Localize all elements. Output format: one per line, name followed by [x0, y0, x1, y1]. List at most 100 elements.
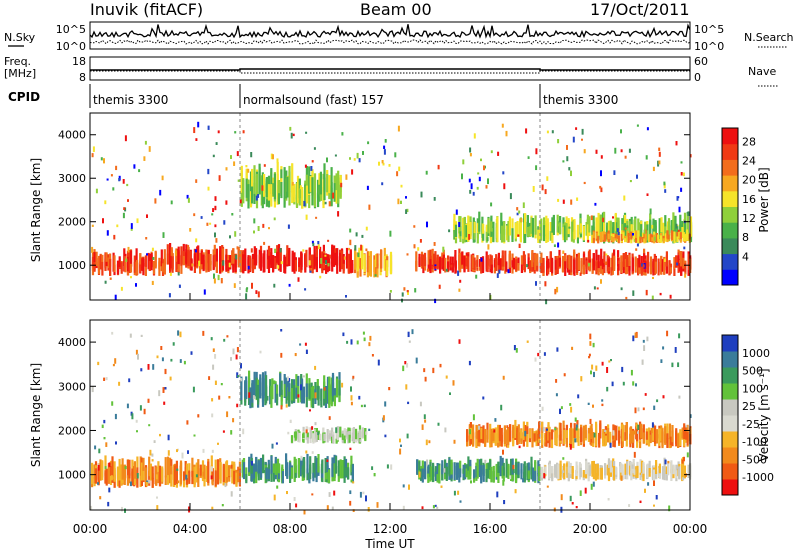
heatmap-cell [575, 424, 578, 428]
heatmap-cell [598, 432, 601, 448]
heatmap-cell [538, 421, 541, 439]
heatmap-cell [514, 419, 517, 438]
heatmap-cell [537, 229, 540, 243]
heatmap-cell [677, 229, 680, 232]
heatmap-cell [564, 254, 567, 268]
heatmap-cell [445, 268, 448, 272]
heatmap-cell [280, 352, 283, 358]
heatmap-cell [570, 255, 573, 273]
heatmap-cell [332, 434, 335, 443]
heatmap-cell [231, 466, 234, 484]
heatmap-cell [475, 438, 478, 448]
heatmap-cell [634, 407, 637, 414]
heatmap-cell [450, 459, 453, 475]
heatmap-cell [482, 223, 485, 234]
heatmap-cell [657, 234, 660, 239]
heatmap-cell [172, 342, 175, 346]
heatmap-cell [675, 432, 678, 444]
heatmap-cell [559, 422, 562, 441]
heatmap-cell [363, 404, 366, 408]
heatmap-cell [103, 419, 106, 424]
heatmap-cell [666, 330, 669, 337]
heatmap-cell [607, 458, 611, 474]
heatmap-cell [480, 257, 483, 262]
heatmap-cell [274, 463, 277, 473]
heatmap-cell [497, 424, 500, 443]
heatmap-cell [280, 405, 283, 410]
heatmap-cell [562, 160, 565, 163]
heatmap-cell [458, 222, 461, 228]
heatmap-cell [359, 439, 362, 443]
heatmap-cell [642, 424, 645, 440]
heatmap-cell [648, 468, 651, 477]
heatmap-cell [247, 168, 250, 173]
heatmap-cell [467, 470, 470, 480]
heatmap-cell [364, 431, 367, 442]
heatmap-cell [633, 451, 636, 458]
heatmap-cell [271, 443, 274, 449]
heatmap-cell [212, 364, 215, 370]
heatmap-cell [544, 189, 547, 195]
heatmap-cell [133, 164, 136, 169]
heatmap-cell [406, 290, 409, 293]
heatmap-cell [320, 390, 323, 408]
heatmap-cell [116, 224, 119, 228]
heatmap-cell [547, 258, 550, 269]
heatmap-cell [571, 346, 574, 350]
heatmap-cell [180, 246, 183, 266]
heatmap-cell [195, 138, 198, 141]
heatmap-cell [247, 184, 250, 209]
heatmap-cell [425, 439, 428, 446]
heatmap-cell [352, 433, 355, 443]
heatmap-cell [288, 251, 291, 267]
heatmap-cell [304, 164, 307, 168]
heatmap-cell [668, 260, 671, 276]
heatmap-cell [444, 257, 447, 273]
heatmap-cell [111, 456, 114, 477]
heatmap-cell [445, 467, 448, 479]
heatmap-cell [253, 464, 256, 479]
heatmap-cell [249, 255, 252, 272]
heatmap-cell [330, 182, 333, 207]
heatmap-cell [420, 468, 423, 480]
heatmap-cell [641, 237, 645, 243]
heatmap-cell [308, 383, 311, 399]
heatmap-cell [526, 434, 529, 447]
heatmap-cell [207, 253, 210, 272]
heatmap-cell [402, 505, 405, 511]
heatmap-cell [267, 245, 271, 264]
heatmap-cell [658, 218, 661, 240]
heatmap-cell [319, 171, 322, 195]
heatmap-cell [498, 438, 501, 447]
heatmap-cell [568, 254, 571, 270]
heatmap-cell [239, 199, 242, 204]
y-tick-label: 2000 [58, 424, 86, 437]
heatmap-cell [154, 198, 157, 204]
heatmap-cell [497, 474, 500, 483]
heatmap-cell [421, 468, 424, 483]
heatmap-cell [671, 425, 674, 443]
heatmap-cell [424, 376, 427, 382]
heatmap-cell [214, 459, 217, 477]
heatmap-cell [123, 260, 126, 272]
heatmap-cell [263, 241, 266, 245]
heatmap-cell [569, 495, 572, 502]
y-tick-label: 3000 [58, 172, 86, 185]
heatmap-cell [585, 461, 588, 475]
heatmap-cell [642, 432, 645, 444]
heatmap-cell [304, 342, 307, 346]
heatmap-cell [333, 245, 336, 264]
heatmap-cell [512, 464, 515, 471]
heatmap-cell [408, 484, 410, 490]
heatmap-cell [639, 500, 642, 504]
heatmap-cell [510, 458, 513, 475]
heatmap-cell [503, 229, 506, 242]
heatmap-cell [131, 413, 134, 420]
heatmap-cell [328, 201, 331, 207]
heatmap-cell [673, 266, 676, 276]
heatmap-cell [338, 380, 341, 396]
heatmap-cell [334, 456, 338, 474]
heatmap-cell [606, 232, 609, 240]
heatmap-cell [174, 250, 177, 256]
heatmap-cell [638, 258, 641, 268]
